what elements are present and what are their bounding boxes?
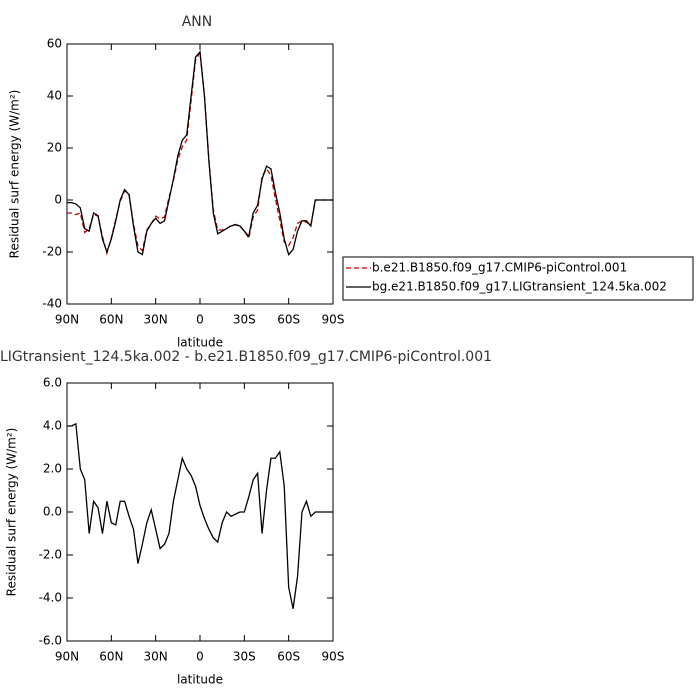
x-tick-label: 90N <box>55 313 79 327</box>
x-tick-label: 60S <box>277 313 300 327</box>
x-tick-label: 30S <box>233 313 256 327</box>
y-tick-label: 2.0 <box>43 462 62 476</box>
y-axis-label: Residual surf energy (W/m²) <box>5 428 19 597</box>
y-tick-label: 0.0 <box>43 505 62 519</box>
x-tick-label: 30S <box>233 650 256 664</box>
data-line <box>67 50 333 256</box>
y-tick-label: 40 <box>47 89 62 103</box>
x-tick-label: 60N <box>99 313 123 327</box>
x-tick-label: 90S <box>322 650 345 664</box>
y-tick-label: -2.0 <box>39 548 62 562</box>
y-tick-label: 0 <box>54 193 62 207</box>
y-tick-label: 6.0 <box>43 376 62 390</box>
y-tick-label: -6.0 <box>39 634 62 648</box>
legend-label: b.e21.B1850.f09_g17.CMIP6-piControl.001 <box>372 261 627 275</box>
y-tick-label: 60 <box>47 37 62 51</box>
x-tick-label: 0 <box>196 313 204 327</box>
y-tick-label: 4.0 <box>43 419 62 433</box>
y-tick-label: -4.0 <box>39 591 62 605</box>
x-tick-label: 30N <box>144 650 168 664</box>
x-tick-label: 0 <box>196 650 204 664</box>
x-tick-label: 60S <box>277 650 300 664</box>
y-tick-label: -20 <box>42 245 62 259</box>
data-line <box>67 50 333 256</box>
x-tick-label: 90N <box>55 650 79 664</box>
x-tick-label: 30N <box>144 313 168 327</box>
plot-frame <box>66 43 334 305</box>
x-axis-label: latitude <box>177 336 223 350</box>
y-axis-label: Residual surf energy (W/m²) <box>8 90 22 259</box>
legend-label: bg.e21.B1850.f09_g17.LIGtransient_124.5k… <box>372 280 667 294</box>
x-axis-label: latitude <box>177 673 223 687</box>
y-tick-label: 20 <box>47 141 62 155</box>
x-tick-label: 90S <box>322 313 345 327</box>
data-line <box>67 422 333 609</box>
chart-title: ANN <box>182 14 213 30</box>
chart-title: LIGtransient_124.5ka.002 - b.e21.B1850.f… <box>0 349 492 365</box>
y-tick-label: -40 <box>42 297 62 311</box>
x-tick-label: 60N <box>99 650 123 664</box>
legend-box <box>342 256 694 301</box>
plot-frame <box>66 382 334 642</box>
